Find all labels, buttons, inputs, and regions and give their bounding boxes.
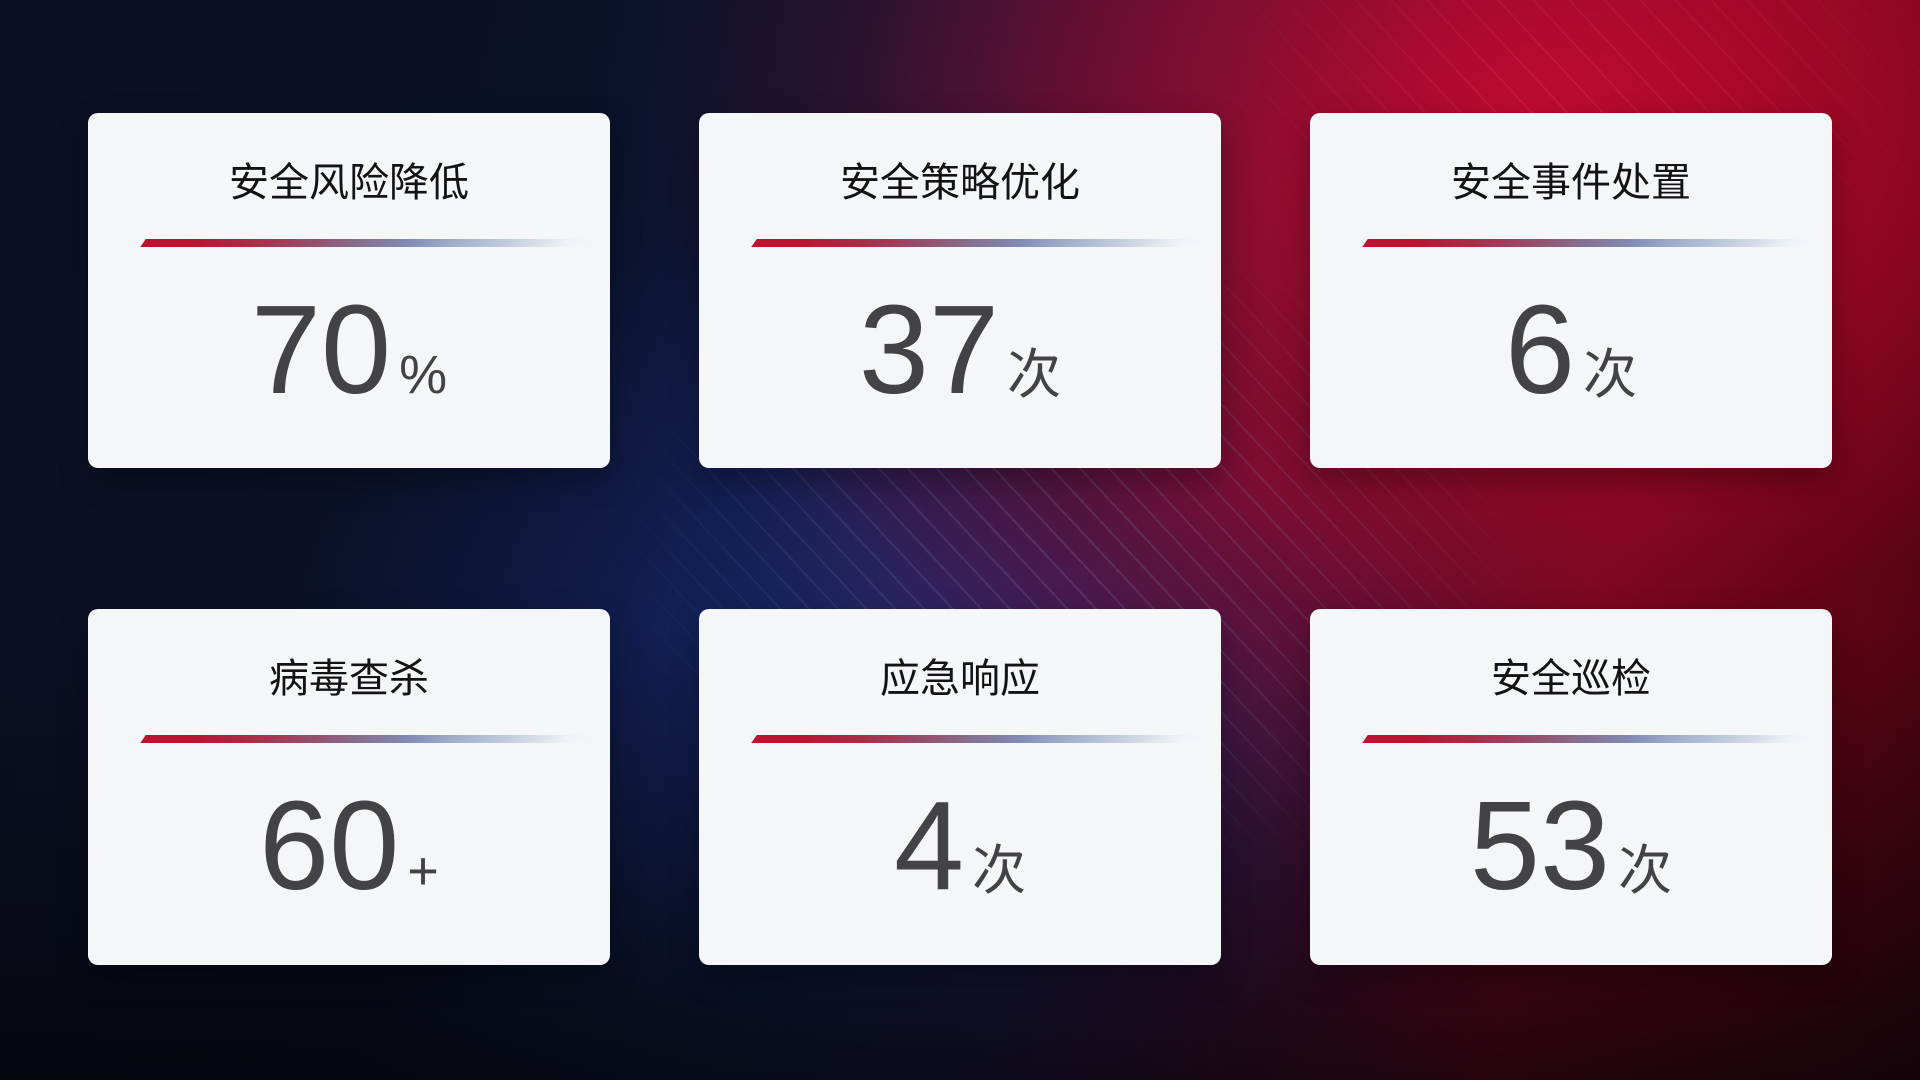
accent-divider (751, 239, 1212, 247)
stat-card-policy-optimization: 安全策略优化 37 次 (699, 113, 1221, 468)
stat-value: 70 (250, 279, 392, 420)
stat-unit: + (407, 841, 439, 901)
stat-value-row: 4 次 (699, 783, 1221, 909)
stat-unit: 次 (1618, 841, 1673, 901)
stat-value-row: 60 + (88, 783, 610, 909)
stat-card-risk-reduction: 安全风险降低 70 % (88, 113, 610, 468)
stat-value: 4 (893, 775, 965, 916)
stat-value-row: 70 % (88, 287, 610, 413)
stat-value-row: 37 次 (699, 287, 1221, 413)
stat-card-title: 病毒查杀 (269, 657, 429, 701)
stat-card-security-inspection: 安全巡检 53 次 (1310, 609, 1832, 965)
accent-divider (140, 735, 601, 743)
stat-unit: % (399, 345, 448, 405)
accent-divider (140, 239, 601, 247)
stat-card-emergency-response: 应急响应 4 次 (699, 609, 1221, 965)
accent-divider (1362, 239, 1823, 247)
stat-card-title: 安全策略优化 (840, 161, 1080, 205)
stat-value: 37 (858, 279, 1000, 420)
stat-value-row: 6 次 (1310, 287, 1832, 413)
stat-card-virus-scan: 病毒查杀 60 + (88, 609, 610, 965)
stat-unit: 次 (972, 841, 1027, 901)
stat-unit: 次 (1007, 345, 1062, 405)
stat-card-title: 安全巡检 (1491, 657, 1651, 701)
stat-value: 60 (259, 775, 400, 916)
accent-divider (751, 735, 1212, 743)
stat-card-incident-handling: 安全事件处置 6 次 (1310, 113, 1832, 468)
stat-card-title: 应急响应 (880, 657, 1040, 701)
stat-value-row: 53 次 (1310, 783, 1832, 909)
stat-value: 6 (1504, 279, 1576, 420)
stat-value: 53 (1469, 775, 1611, 916)
stat-card-title: 安全事件处置 (1451, 161, 1691, 205)
stat-card-grid: 安全风险降低 70 % 安全策略优化 37 次 安全事件处置 6 次 病毒查 (88, 113, 1832, 965)
accent-divider (1362, 735, 1823, 743)
stat-card-title: 安全风险降低 (229, 161, 469, 205)
stat-unit: 次 (1583, 345, 1638, 405)
